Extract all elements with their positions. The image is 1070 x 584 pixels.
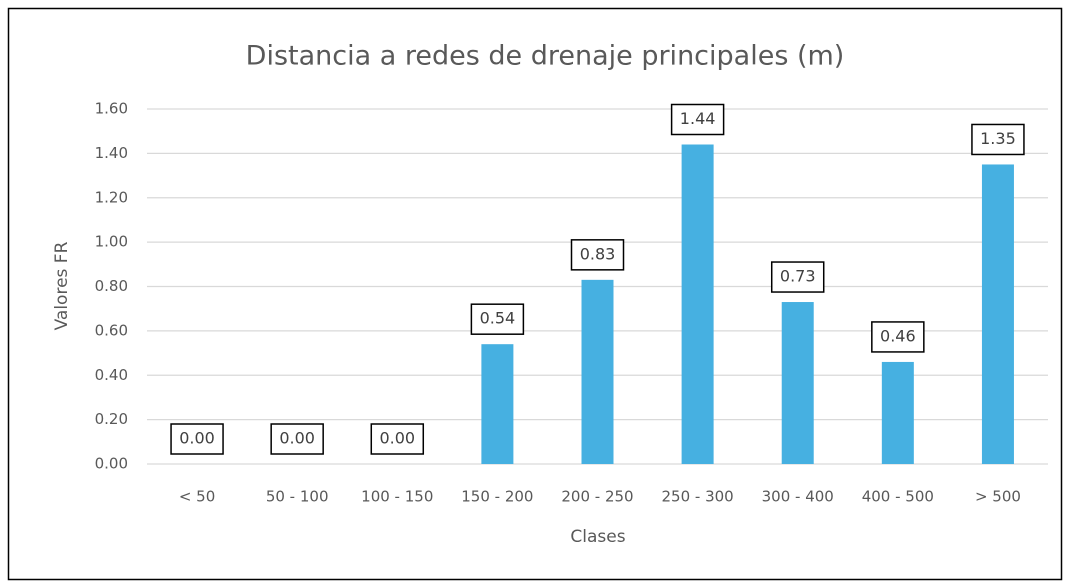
data-label: 0.73 — [780, 267, 816, 286]
data-label: 0.46 — [880, 326, 916, 345]
bar — [981, 164, 1014, 464]
data-label: 0.83 — [580, 244, 616, 263]
data-label: 0.00 — [179, 429, 215, 448]
data-label: 1.35 — [980, 129, 1016, 148]
data-label-box — [170, 423, 224, 455]
y-tick-label: 0.20 — [95, 410, 128, 428]
data-label-box — [770, 261, 825, 293]
y-tick-label: 0.80 — [95, 277, 128, 295]
y-axis-label: Valores FR — [52, 241, 72, 330]
y-tick-label: 0.00 — [95, 455, 128, 473]
x-tick-label: 50 - 100 — [266, 488, 329, 506]
data-label-box — [570, 239, 625, 271]
bar — [881, 361, 914, 464]
y-tick-label: 0.40 — [95, 366, 128, 384]
data-label-box — [871, 321, 925, 353]
y-tick-label: 1.60 — [95, 100, 128, 118]
data-label-box — [670, 103, 725, 136]
x-tick-label: 300 - 400 — [762, 488, 834, 506]
data-label: 0.54 — [480, 309, 516, 328]
x-tick-label: 400 - 500 — [862, 488, 934, 506]
y-tick-label: 1.20 — [95, 188, 128, 206]
data-label: 0.00 — [379, 429, 415, 448]
x-tick-label: < 50 — [179, 488, 215, 506]
bar — [581, 279, 614, 464]
y-tick-label: 1.00 — [95, 233, 128, 251]
data-label-box — [470, 303, 525, 335]
x-tick-label: 100 - 150 — [361, 488, 433, 506]
chart-border — [7, 7, 1063, 581]
x-axis-label: Clases — [570, 527, 625, 547]
bar — [681, 144, 714, 464]
x-tick-label: 250 - 300 — [662, 488, 734, 506]
data-label: 1.44 — [680, 109, 716, 128]
data-label-box — [370, 423, 425, 455]
x-tick-label: 150 - 200 — [461, 488, 533, 506]
y-tick-label: 0.60 — [95, 321, 128, 339]
y-tick-label: 1.40 — [95, 144, 128, 162]
bar — [481, 344, 514, 464]
bar — [781, 302, 814, 464]
x-tick-label: > 500 — [975, 488, 1021, 506]
data-label-box — [971, 123, 1025, 156]
data-label-box — [270, 423, 324, 455]
data-label: 0.00 — [279, 429, 315, 448]
x-tick-label: 200 - 250 — [561, 488, 633, 506]
chart-title: Distancia a redes de drenaje principales… — [246, 41, 845, 72]
